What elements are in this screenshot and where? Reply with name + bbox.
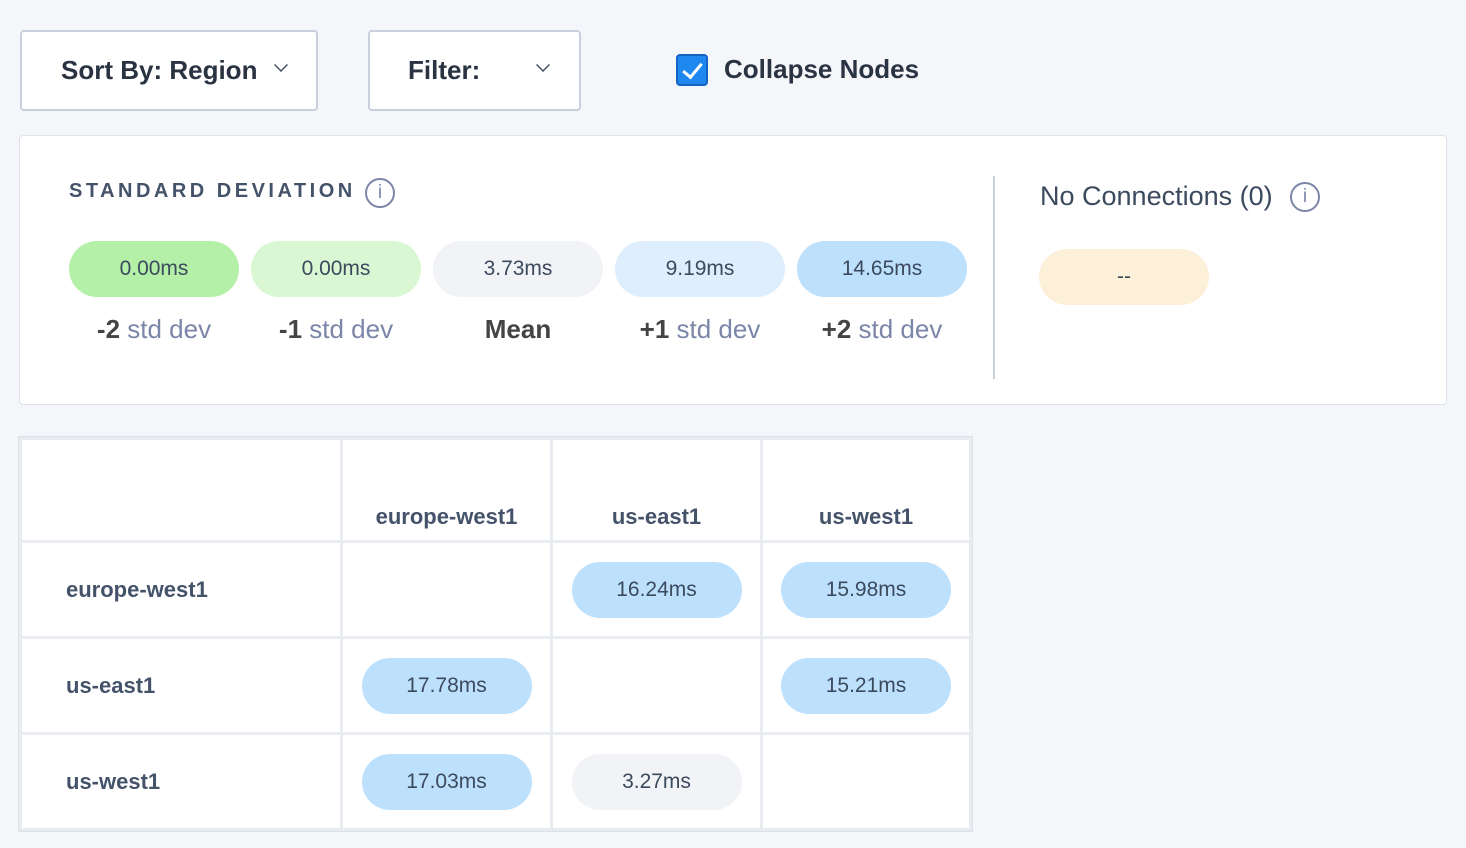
no-connections-pill: --	[1039, 249, 1209, 305]
legend-label: Mean	[433, 314, 603, 345]
matrix-cell	[550, 636, 763, 735]
matrix-cell: 17.03ms	[340, 732, 553, 831]
matrix-cell	[760, 732, 972, 831]
sort-label: Sort By: Region	[61, 55, 258, 85]
matrix-cell: 17.78ms	[340, 636, 553, 735]
legend-pill: 3.73ms	[433, 241, 603, 297]
no-connections-label: No Connections (0)	[1040, 181, 1273, 211]
legend-label-suffix: std dev	[302, 314, 394, 344]
corner-cell	[19, 437, 343, 543]
latency-pill[interactable]: 15.98ms	[781, 561, 951, 618]
latency-pill[interactable]: 3.27ms	[571, 753, 742, 810]
filter-label: Filter:	[408, 55, 481, 85]
column-header: us-west1	[760, 437, 972, 543]
row-header: us-east1	[19, 636, 343, 735]
legend-label-prefix: -2	[96, 314, 121, 344]
table-row: us-west1 17.03ms 3.27ms	[19, 732, 972, 831]
header-row: europe-west1 us-east1 us-west1	[19, 437, 972, 543]
latency-pill[interactable]: 17.03ms	[361, 753, 532, 810]
matrix-cell	[340, 540, 553, 639]
legend-label: -2 std dev	[69, 314, 239, 345]
latency-matrix: europe-west1 us-east1 us-west1 europe-west…	[19, 437, 972, 831]
collapse-nodes-label[interactable]: Collapse Nodes	[724, 54, 920, 84]
legend-label-prefix: +1	[639, 314, 670, 344]
info-icon[interactable]: i	[365, 178, 395, 208]
row-header: us-west1	[19, 732, 343, 831]
latency-pill[interactable]: 17.78ms	[361, 657, 532, 714]
row-header: europe-west1	[19, 540, 343, 639]
divider	[993, 176, 995, 379]
legend-label-suffix: std dev	[669, 314, 761, 344]
table-row: us-east1 17.78ms 15.21ms	[19, 636, 972, 735]
matrix-cell: 16.24ms	[550, 540, 763, 639]
latency-pill[interactable]: 16.24ms	[571, 561, 742, 618]
sort-dropdown[interactable]: Sort By: Region	[20, 30, 318, 111]
table-row: europe-west1 16.24ms 15.98ms	[19, 540, 972, 639]
legend-label: -1 std dev	[251, 314, 421, 345]
matrix-cell: 15.98ms	[760, 540, 972, 639]
filter-dropdown[interactable]: Filter:	[368, 30, 581, 111]
column-header: europe-west1	[340, 437, 553, 543]
info-icon[interactable]: i	[1290, 182, 1320, 212]
legend-label-suffix: std dev	[851, 314, 943, 344]
legend-label-prefix: Mean	[484, 314, 552, 344]
legend-label-prefix: +2	[821, 314, 852, 344]
legend-label: +2 std dev	[797, 314, 967, 345]
legend-label: +1 std dev	[615, 314, 785, 345]
legend-pill: 14.65ms	[797, 241, 967, 297]
legend-pill: 9.19ms	[615, 241, 785, 297]
legend-pill: 0.00ms	[69, 241, 239, 297]
legend-panel: STANDARD DEVIATION i 0.00ms -2 std dev 0.0…	[19, 135, 1447, 405]
legend-pill: 0.00ms	[251, 241, 421, 297]
collapse-nodes-checkbox[interactable]	[676, 54, 708, 86]
legend-label-prefix: -1	[278, 314, 303, 344]
matrix-cell: 3.27ms	[550, 732, 763, 831]
chevron-down-icon	[274, 58, 288, 72]
matrix-cell: 15.21ms	[760, 636, 972, 735]
legend-title: STANDARD DEVIATION	[69, 180, 356, 202]
latency-pill[interactable]: 15.21ms	[781, 657, 951, 714]
column-header: us-east1	[550, 437, 763, 543]
chevron-down-icon	[536, 58, 550, 72]
legend-label-suffix: std dev	[120, 314, 212, 344]
